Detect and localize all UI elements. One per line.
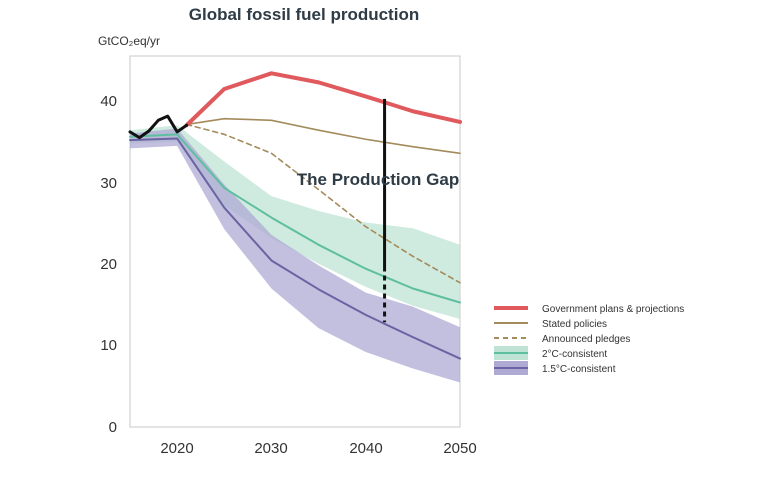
production-gap-annotation: The Production Gap (297, 170, 459, 189)
line-announced-pledges (185, 123, 461, 284)
x-tick-label: 2020 (160, 440, 193, 457)
x-tick-label: 2050 (443, 440, 476, 457)
uncertainty-bands (130, 125, 460, 383)
chart-title: Global fossil fuel production (189, 5, 419, 24)
y-axis-ticks: 0 10 20 30 40 (100, 93, 117, 436)
legend-label: Announced pledges (542, 334, 630, 345)
legend-label: Government plans & projections (542, 304, 684, 315)
legend-label: 2°C-consistent (542, 349, 607, 360)
line-stated-policies (185, 117, 461, 155)
y-tick-label: 40 (100, 93, 117, 110)
x-tick-label: 2030 (254, 440, 287, 457)
y-tick-label: 20 (100, 256, 117, 273)
y-axis-unit-label: GtCO₂eq/yr (98, 34, 160, 48)
x-tick-label: 2040 (349, 440, 382, 457)
y-tick-label: 10 (100, 337, 117, 354)
y-tick-label: 0 (109, 419, 117, 436)
legend-label: Stated policies (542, 319, 607, 330)
line-government-plans (184, 71, 462, 128)
legend: Government plans & projections Stated po… (494, 304, 684, 375)
plot-frame (129, 55, 461, 428)
line-historical (128, 114, 189, 140)
line-2c-consistent (129, 133, 461, 304)
x-axis-ticks: 2020 2030 2040 2050 (160, 440, 476, 457)
series-lines (128, 71, 462, 360)
line-1-5c-consistent (129, 137, 461, 360)
y-tick-label: 30 (100, 175, 117, 192)
legend-label: 1.5°C-consistent (542, 364, 616, 375)
